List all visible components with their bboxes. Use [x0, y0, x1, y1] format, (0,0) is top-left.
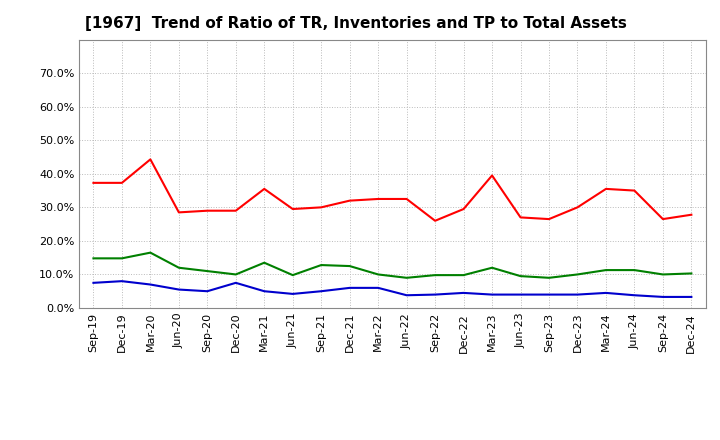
- Inventories: [260, 289, 269, 294]
- Trade Receivables: [573, 205, 582, 210]
- Trade Payables: [687, 271, 696, 276]
- Inventories: [602, 290, 611, 296]
- Trade Receivables: [402, 196, 411, 202]
- Trade Receivables: [146, 157, 155, 162]
- Line: Trade Receivables: Trade Receivables: [94, 159, 691, 221]
- Trade Receivables: [687, 212, 696, 217]
- Trade Payables: [89, 256, 98, 261]
- Inventories: [516, 292, 525, 297]
- Trade Receivables: [374, 196, 382, 202]
- Trade Receivables: [630, 188, 639, 193]
- Inventories: [289, 291, 297, 297]
- Trade Payables: [659, 272, 667, 277]
- Trade Receivables: [117, 180, 126, 186]
- Trade Receivables: [602, 186, 611, 191]
- Trade Payables: [374, 272, 382, 277]
- Trade Payables: [402, 275, 411, 280]
- Trade Payables: [174, 265, 183, 270]
- Trade Receivables: [232, 208, 240, 213]
- Text: [1967]  Trend of Ratio of TR, Inventories and TP to Total Assets: [1967] Trend of Ratio of TR, Inventories…: [86, 16, 627, 32]
- Trade Payables: [260, 260, 269, 265]
- Inventories: [117, 279, 126, 284]
- Trade Payables: [487, 265, 496, 270]
- Trade Receivables: [459, 206, 468, 212]
- Inventories: [232, 280, 240, 286]
- Trade Receivables: [431, 218, 439, 224]
- Trade Receivables: [289, 206, 297, 212]
- Inventories: [374, 285, 382, 290]
- Trade Receivables: [487, 173, 496, 178]
- Inventories: [203, 289, 212, 294]
- Inventories: [431, 292, 439, 297]
- Trade Payables: [602, 268, 611, 273]
- Trade Receivables: [545, 216, 554, 222]
- Line: Trade Payables: Trade Payables: [94, 253, 691, 278]
- Trade Receivables: [317, 205, 325, 210]
- Trade Payables: [317, 262, 325, 268]
- Inventories: [573, 292, 582, 297]
- Trade Receivables: [659, 216, 667, 222]
- Inventories: [659, 294, 667, 300]
- Inventories: [89, 280, 98, 286]
- Inventories: [174, 287, 183, 292]
- Trade Payables: [289, 272, 297, 278]
- Trade Payables: [516, 274, 525, 279]
- Trade Payables: [545, 275, 554, 280]
- Trade Payables: [346, 264, 354, 269]
- Trade Receivables: [260, 186, 269, 191]
- Trade Receivables: [89, 180, 98, 186]
- Inventories: [346, 285, 354, 290]
- Inventories: [459, 290, 468, 296]
- Trade Payables: [573, 272, 582, 277]
- Trade Payables: [203, 268, 212, 274]
- Inventories: [687, 294, 696, 300]
- Inventories: [146, 282, 155, 287]
- Trade Receivables: [203, 208, 212, 213]
- Inventories: [402, 293, 411, 298]
- Trade Payables: [117, 256, 126, 261]
- Trade Payables: [232, 272, 240, 277]
- Trade Receivables: [174, 210, 183, 215]
- Trade Receivables: [346, 198, 354, 203]
- Trade Payables: [630, 268, 639, 273]
- Trade Payables: [459, 272, 468, 278]
- Line: Inventories: Inventories: [94, 281, 691, 297]
- Inventories: [487, 292, 496, 297]
- Trade Receivables: [516, 215, 525, 220]
- Inventories: [545, 292, 554, 297]
- Trade Payables: [146, 250, 155, 255]
- Inventories: [630, 293, 639, 298]
- Inventories: [317, 289, 325, 294]
- Trade Payables: [431, 272, 439, 278]
